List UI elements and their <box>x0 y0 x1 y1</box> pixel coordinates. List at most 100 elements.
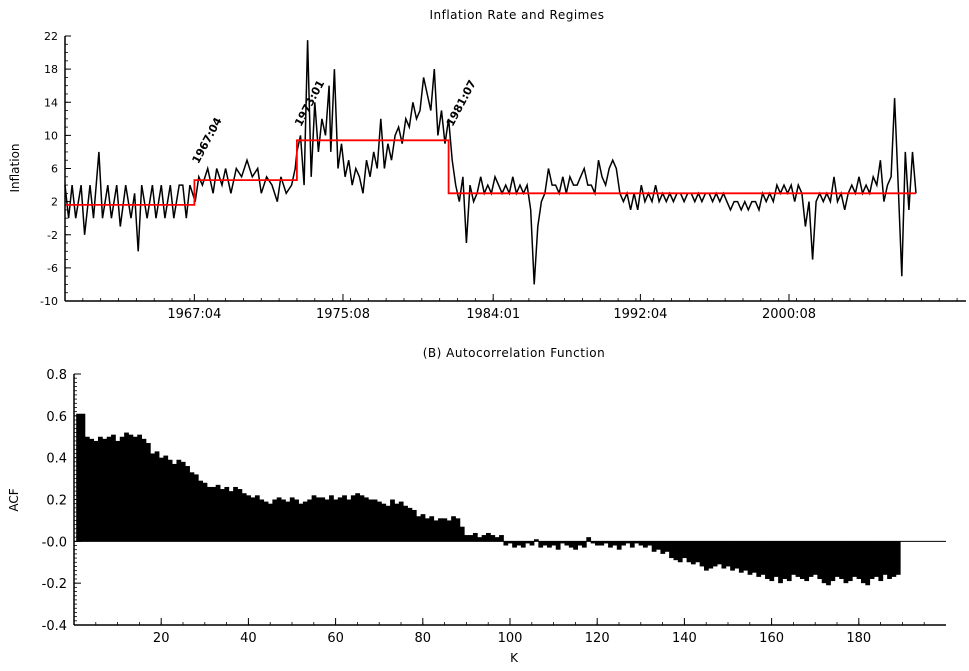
y-tick-label: 2 <box>51 196 58 209</box>
acf-bar <box>708 541 714 569</box>
acf-bar <box>560 541 565 544</box>
acf-bar <box>455 518 461 542</box>
acf-bar <box>769 541 775 582</box>
acf-bar <box>778 541 783 584</box>
acf-bar <box>472 532 478 542</box>
acf-bar <box>651 541 657 552</box>
acf-bar <box>477 537 483 542</box>
acf-bar <box>804 541 810 582</box>
acf-bar <box>677 541 683 563</box>
x-tick-label: 1967:04 <box>167 307 221 322</box>
acf-bar <box>747 541 753 575</box>
acf-bar <box>586 537 592 542</box>
acf-bar <box>581 541 587 548</box>
acf-bar <box>847 541 853 582</box>
regime-annotation: 1981:07 <box>444 78 479 129</box>
acf-bar <box>119 436 125 542</box>
acf-bar <box>97 436 103 542</box>
x-tick-label: 1984:01 <box>466 307 520 322</box>
acf-bar <box>381 503 387 542</box>
acf-chart-title: (B) Autocorrelation Function <box>423 346 606 360</box>
acf-bar <box>690 541 696 565</box>
acf-bar <box>751 541 757 573</box>
acf-bar <box>507 541 513 544</box>
acf-bar <box>115 440 121 542</box>
acf-bar <box>315 497 321 542</box>
acf-bar <box>176 459 182 542</box>
acf-bar <box>324 499 330 542</box>
acf-bar <box>542 541 548 546</box>
acf-bar <box>268 503 273 542</box>
acf-bar <box>782 541 788 579</box>
acf-bar <box>202 482 208 542</box>
acf-bar <box>573 541 578 550</box>
acf-bar <box>163 455 169 542</box>
acf-bar <box>237 489 243 542</box>
acf-bar <box>102 438 108 542</box>
acf-bar <box>442 518 448 542</box>
x-tick-label: 2000:08 <box>762 307 816 322</box>
acf-bar <box>564 541 570 546</box>
acf-bar <box>407 507 413 542</box>
acf-bar <box>377 501 382 542</box>
acf-bar <box>699 541 705 567</box>
acf-bar <box>294 499 299 542</box>
acf-bar <box>320 497 326 542</box>
acf-bar <box>717 541 722 565</box>
acf-bar <box>246 495 251 542</box>
acf-bar <box>821 541 827 584</box>
inflation-chart-title: Inflation Rate and Regimes <box>429 8 604 22</box>
acf-bar <box>124 432 129 542</box>
acf-bar <box>725 541 731 567</box>
acf-bar <box>111 434 116 542</box>
y-tick-label: -10 <box>40 295 58 308</box>
acf-bar <box>289 497 295 542</box>
acf-bar <box>625 541 631 544</box>
y-tick-label: 0.6 <box>46 410 67 425</box>
acf-bar <box>660 541 666 554</box>
acf-bar <box>193 474 199 542</box>
acf-bar <box>773 541 779 577</box>
y-tick-label: 22 <box>44 30 58 43</box>
acf-x-axis-label: K <box>510 651 519 665</box>
acf-bar <box>215 484 221 542</box>
acf-bar <box>372 499 378 542</box>
y-tick-label: 0.8 <box>46 368 67 383</box>
acf-bar <box>106 436 112 542</box>
acf-bar <box>259 499 265 542</box>
acf-bar <box>547 541 552 548</box>
acf-bar <box>180 461 186 542</box>
acf-bar <box>159 457 164 542</box>
acf-bar <box>612 541 618 546</box>
acf-bar <box>734 541 740 569</box>
acf-bar <box>621 541 626 546</box>
y-tick-label: -0.4 <box>42 619 67 634</box>
acf-bar <box>224 486 230 542</box>
acf-bar <box>298 503 304 542</box>
x-tick-label: 1992:04 <box>613 307 667 322</box>
acf-bar <box>852 541 858 577</box>
acf-bar <box>206 486 212 542</box>
acf-bar <box>647 541 653 546</box>
acf-y-axis-label: ACF <box>7 488 21 511</box>
acf-bar <box>808 541 814 577</box>
acf-bar <box>490 535 496 542</box>
acf-bar <box>128 434 134 542</box>
acf-bar <box>520 541 526 548</box>
acf-bar <box>595 541 600 546</box>
acf-bar <box>141 438 147 542</box>
y-tick-label: 0.4 <box>46 452 67 467</box>
y-tick-label: 0.2 <box>46 494 67 509</box>
regime-annotation: 1967:04 <box>190 115 225 166</box>
y-tick-label: 14 <box>44 96 58 109</box>
acf-bar <box>669 541 674 559</box>
x-tick-label: 140 <box>672 631 697 646</box>
acf-bar <box>826 541 831 586</box>
acf-bar <box>608 541 613 548</box>
acf-bar <box>499 535 504 542</box>
acf-bar <box>459 526 465 542</box>
acf-bar <box>137 434 142 542</box>
acf-bar <box>664 541 670 552</box>
acf-bar <box>494 537 500 542</box>
